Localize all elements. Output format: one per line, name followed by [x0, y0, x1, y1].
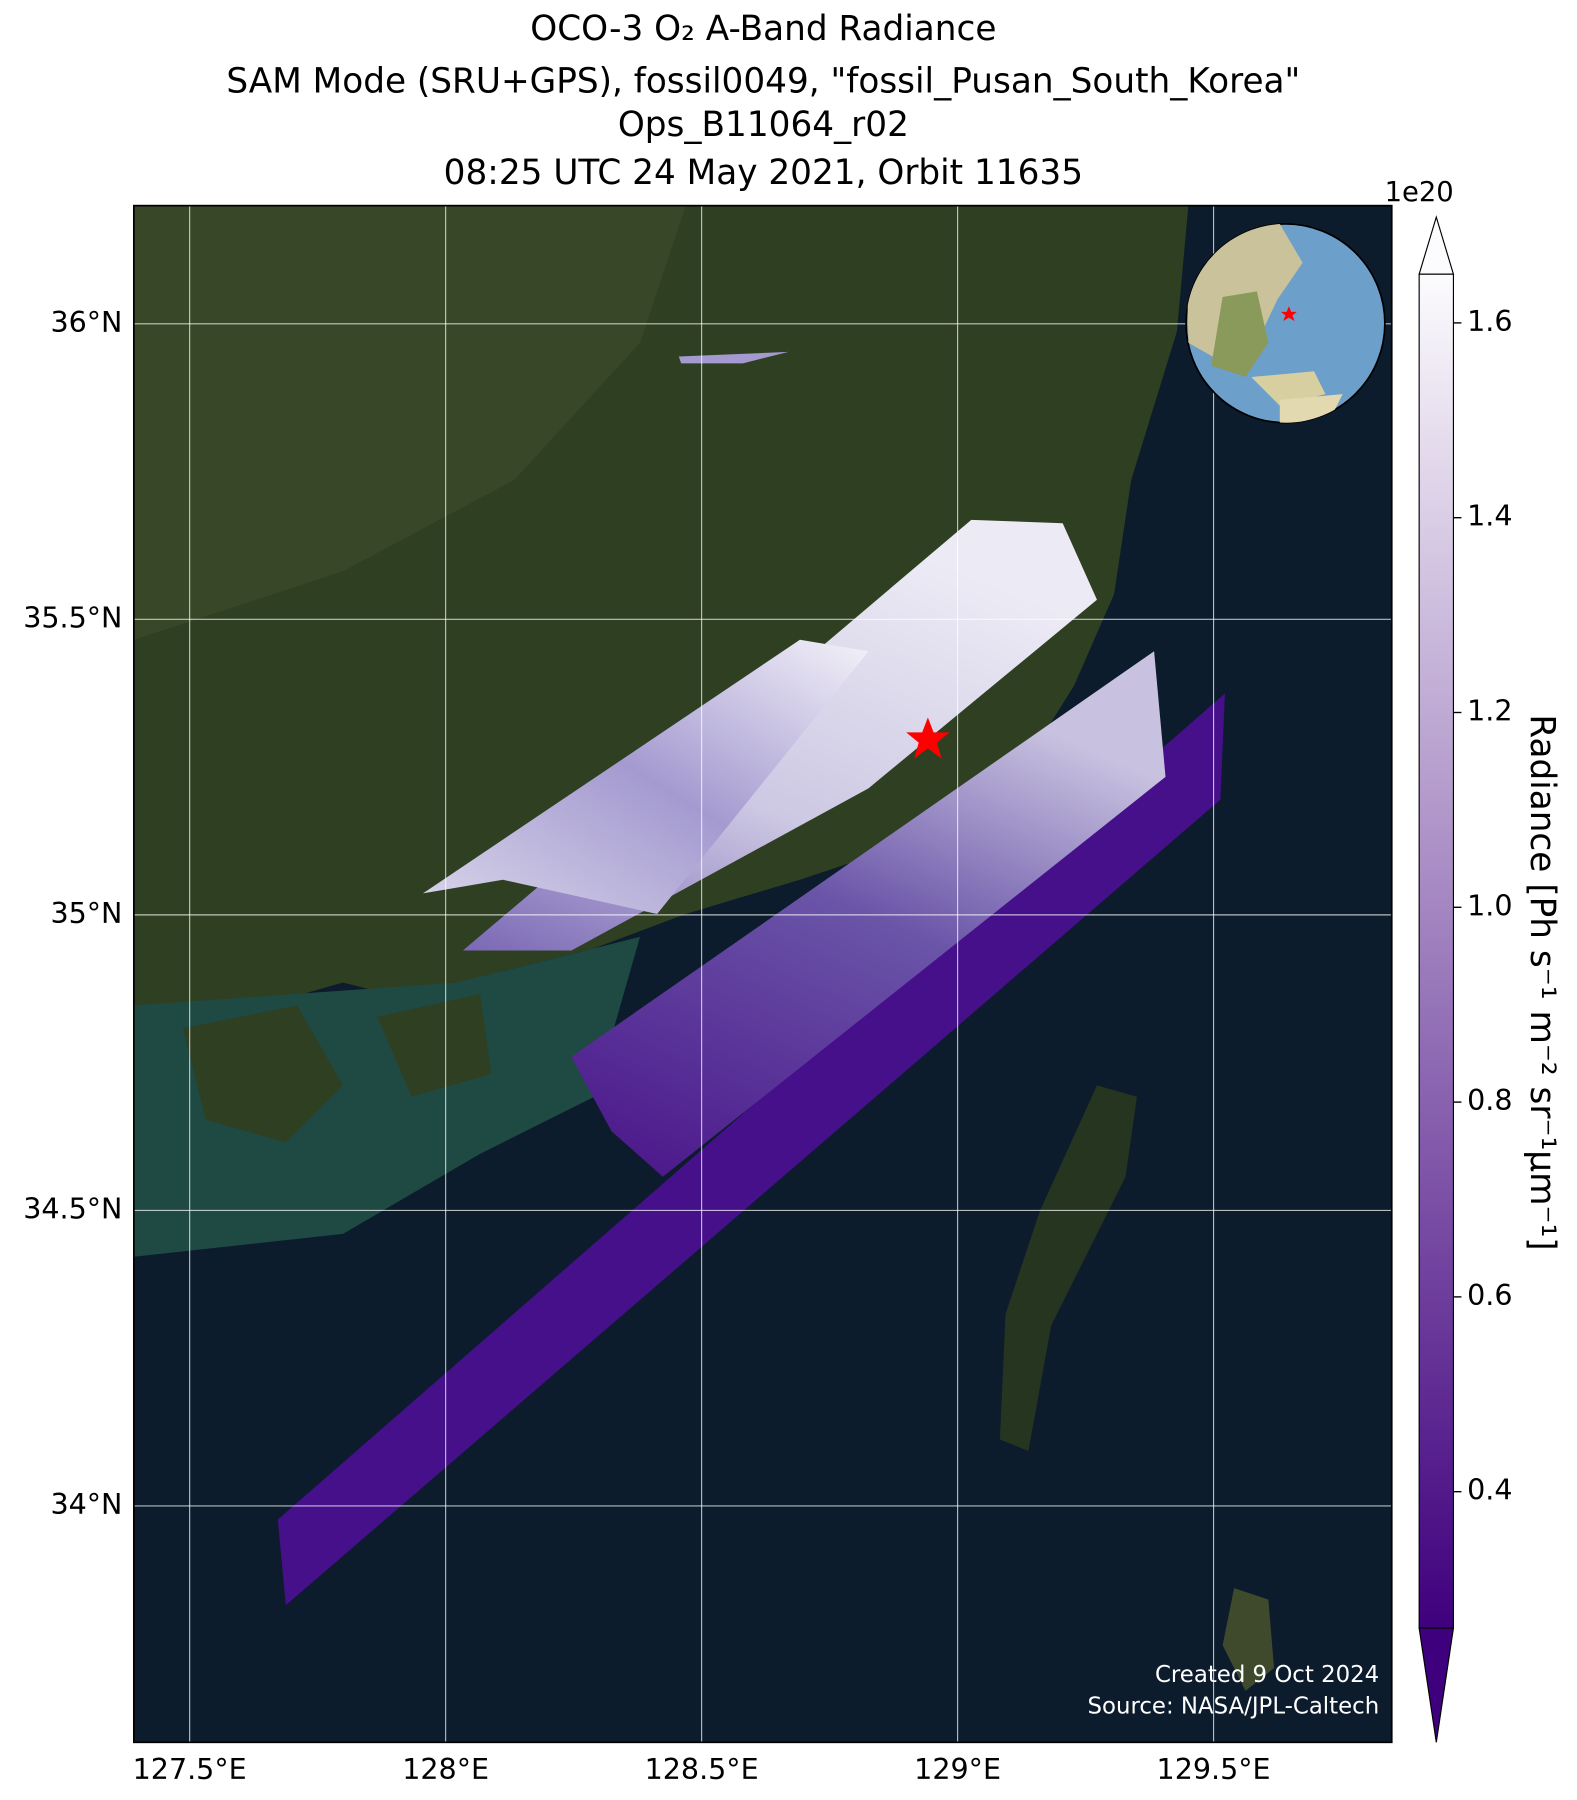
- credit-created: Created 9 Oct 2024: [1155, 1662, 1379, 1688]
- colorbar-offset: 1e20: [1385, 177, 1454, 208]
- title-line: OCO-3 O₂ A-Band Radiance: [530, 9, 996, 49]
- y-tick-label: 34°N: [50, 1487, 122, 1521]
- x-tick-label: 129.5°E: [1157, 1752, 1271, 1786]
- colorbar: 0.4 0.6 0.8 1.0 1.2 1.4 1.6 1e20 Radiance [Ph s⁻…: [1385, 177, 1562, 1743]
- title-line: 08:25 UTC 24 May 2021, Orbit 11635: [444, 153, 1083, 193]
- x-tick-label: 128.5°E: [645, 1752, 759, 1786]
- globe-inset: [1185, 223, 1386, 424]
- colorbar-tick-label: 0.8: [1467, 1083, 1512, 1117]
- swaths: [277, 351, 1225, 1606]
- y-tick-label: 35.5°N: [23, 600, 122, 634]
- colorbar-tick-label: 0.6: [1467, 1278, 1512, 1312]
- x-tick-label: 127.5°E: [133, 1752, 247, 1786]
- plot-frame: [132, 204, 1393, 1744]
- colorbar-tick-label: 1.2: [1467, 693, 1512, 727]
- y-tick-label: 35°N: [50, 896, 122, 930]
- colorbar-extend-bottom: [1418, 1627, 1455, 1743]
- credit-source: Source: NASA/JPL-Caltech: [1088, 1694, 1380, 1720]
- y-tick-label: 36°N: [50, 305, 122, 339]
- target-star: [906, 717, 950, 759]
- x-tick-label: 129°E: [914, 1752, 1001, 1786]
- title: OCO-3 O₂ A-Band Radiance SAM Mode (SRU+GP…: [226, 9, 1300, 193]
- title-line: SAM Mode (SRU+GPS), fossil0049, "fossil_…: [226, 62, 1300, 102]
- gridlines: [133, 205, 1392, 1743]
- colorbar-body: [1418, 273, 1455, 1629]
- colorbar-extend-top: [1418, 215, 1455, 275]
- colorbar-tick-label: 1.0: [1467, 888, 1512, 922]
- colorbar-tick-label: 0.4: [1467, 1473, 1512, 1507]
- colorbar-tick-label: 1.4: [1467, 499, 1512, 533]
- colorbar-label: Radiance [Ph s⁻¹ m⁻² sr⁻¹μm⁻¹]: [1522, 714, 1562, 1250]
- colorbar-tick-label: 1.6: [1467, 304, 1512, 338]
- y-tick-label: 34.5°N: [23, 1191, 122, 1225]
- title-line: Ops_B11064_r02: [618, 105, 909, 145]
- x-tick-label: 128°E: [402, 1752, 489, 1786]
